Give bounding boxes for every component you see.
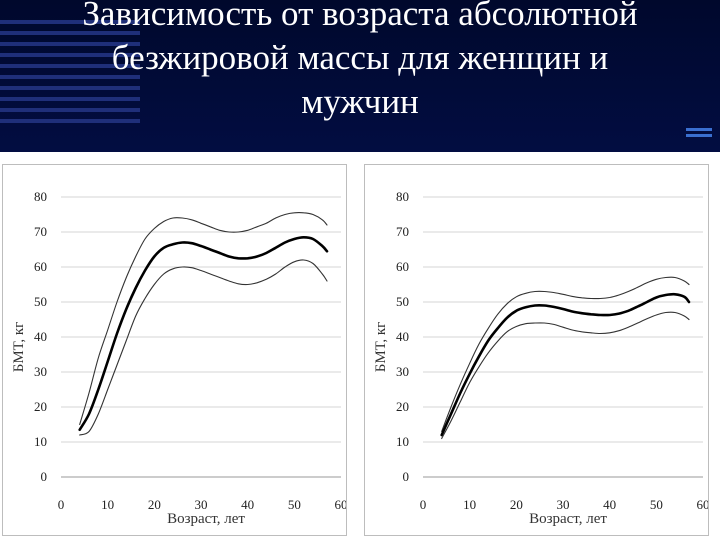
y-tick-label: 50: [396, 294, 409, 309]
x-tick-label: 30: [195, 497, 208, 512]
y-tick-label: 10: [396, 434, 409, 449]
x-tick-label: 40: [241, 497, 254, 512]
y-tick-label: 60: [396, 259, 409, 274]
slide-title: Зависимость от возраста абсолютной безжи…: [0, 0, 720, 124]
y-tick-label: 80: [396, 189, 409, 204]
y-tick-label: 10: [34, 434, 47, 449]
corner-decoration-icon: [686, 128, 712, 140]
y-tick-label: 20: [396, 399, 409, 414]
x-tick-label: 0: [58, 497, 65, 512]
x-tick-label: 20: [510, 497, 523, 512]
x-tick-label: 40: [603, 497, 616, 512]
x-tick-label: 60: [335, 497, 347, 512]
chart-svg-men: 0 10 20 30 40 50 60 70 80 0 10 20 30 40 50 60 Возраст, л…: [373, 189, 709, 527]
x-axis-label: Возраст, лет: [529, 511, 607, 527]
x-tick-label: 10: [101, 497, 114, 512]
y-tick-label: 0: [41, 469, 48, 484]
decorative-stripes: [0, 20, 140, 130]
y-tick-label: 80: [34, 189, 47, 204]
series-line-mean: [78, 236, 329, 432]
chart-svg-women: 0 10 20 30 40 50 60 70 80 0 10 20 30 40 50 60 Возраст, л…: [11, 189, 347, 527]
chart-panel-men: 0 10 20 30 40 50 60 70 80 0 10 20 30 40 50 60 Возраст, л…: [364, 164, 709, 536]
x-tick-label: 50: [288, 497, 301, 512]
x-tick-label: 10: [463, 497, 476, 512]
x-tick-label: 0: [420, 497, 427, 512]
y-tick-label: 60: [34, 259, 47, 274]
slide-title-line-2: безжировой массы для женщин и: [111, 38, 609, 77]
y-axis-label: БМТ, кг: [11, 322, 27, 373]
slide-title-line-1: Зависимость от возраста абсолютной: [82, 0, 638, 33]
y-tick-label: 40: [396, 329, 409, 344]
chart-panel-women: 0 10 20 30 40 50 60 70 80 0 10 20 30 40 50 60 Возраст, л…: [2, 164, 347, 536]
y-tick-label: 30: [34, 364, 47, 379]
x-tick-label: 30: [557, 497, 570, 512]
y-tick-label: 40: [34, 329, 47, 344]
y-tick-label: 0: [403, 469, 410, 484]
y-tick-label: 30: [396, 364, 409, 379]
y-tick-label: 50: [34, 294, 47, 309]
series-line-mean: [440, 292, 691, 437]
series-line-upper: [441, 276, 690, 433]
y-tick-label: 70: [396, 224, 409, 239]
x-tick-label: 50: [650, 497, 663, 512]
x-tick-label: 20: [148, 497, 161, 512]
series-line-lower: [79, 259, 328, 436]
y-axis-label: БМТ, кг: [373, 322, 389, 373]
y-tick-label: 70: [34, 224, 47, 239]
series-line-lower: [441, 311, 690, 440]
x-tick-label: 60: [697, 497, 709, 512]
y-tick-label: 20: [34, 399, 47, 414]
x-axis-label: Возраст, лет: [167, 511, 245, 527]
series-line-upper: [79, 212, 328, 426]
slide-title-line-3: мужчин: [301, 82, 419, 121]
